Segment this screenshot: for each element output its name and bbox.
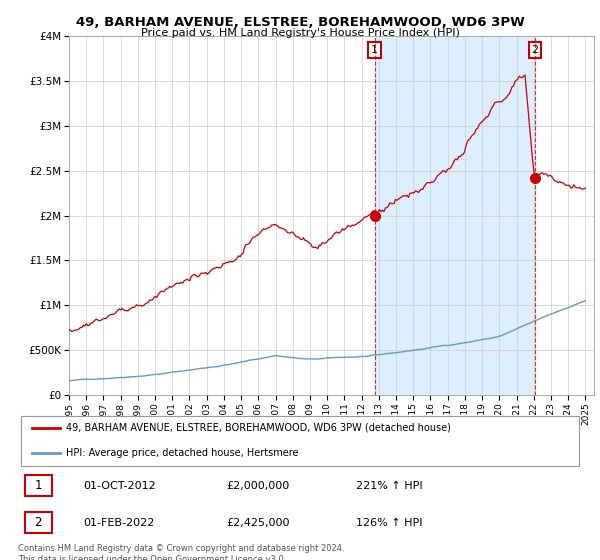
Text: Contains HM Land Registry data © Crown copyright and database right 2024.
This d: Contains HM Land Registry data © Crown c…	[18, 544, 344, 560]
FancyBboxPatch shape	[25, 475, 52, 496]
Text: 01-OCT-2012: 01-OCT-2012	[83, 481, 155, 491]
Text: £2,000,000: £2,000,000	[227, 481, 290, 491]
Text: 49, BARHAM AVENUE, ELSTREE, BOREHAMWOOD, WD6 3PW: 49, BARHAM AVENUE, ELSTREE, BOREHAMWOOD,…	[76, 16, 524, 29]
Text: 2: 2	[532, 45, 539, 55]
Bar	[374, 36, 535, 395]
Text: HPI: Average price, detached house, Hertsmere: HPI: Average price, detached house, Hert…	[66, 447, 298, 458]
Text: 01-FEB-2022: 01-FEB-2022	[83, 518, 154, 528]
Text: 1: 1	[35, 479, 42, 492]
Text: 2: 2	[35, 516, 42, 529]
Text: £2,425,000: £2,425,000	[227, 518, 290, 528]
FancyBboxPatch shape	[25, 512, 52, 533]
Text: 221% ↑ HPI: 221% ↑ HPI	[356, 481, 423, 491]
Text: 1: 1	[371, 45, 378, 55]
FancyBboxPatch shape	[21, 416, 579, 466]
Text: 49, BARHAM AVENUE, ELSTREE, BOREHAMWOOD, WD6 3PW (detached house): 49, BARHAM AVENUE, ELSTREE, BOREHAMWOOD,…	[66, 423, 451, 433]
Text: 126% ↑ HPI: 126% ↑ HPI	[356, 518, 423, 528]
Text: Price paid vs. HM Land Registry's House Price Index (HPI): Price paid vs. HM Land Registry's House …	[140, 28, 460, 38]
